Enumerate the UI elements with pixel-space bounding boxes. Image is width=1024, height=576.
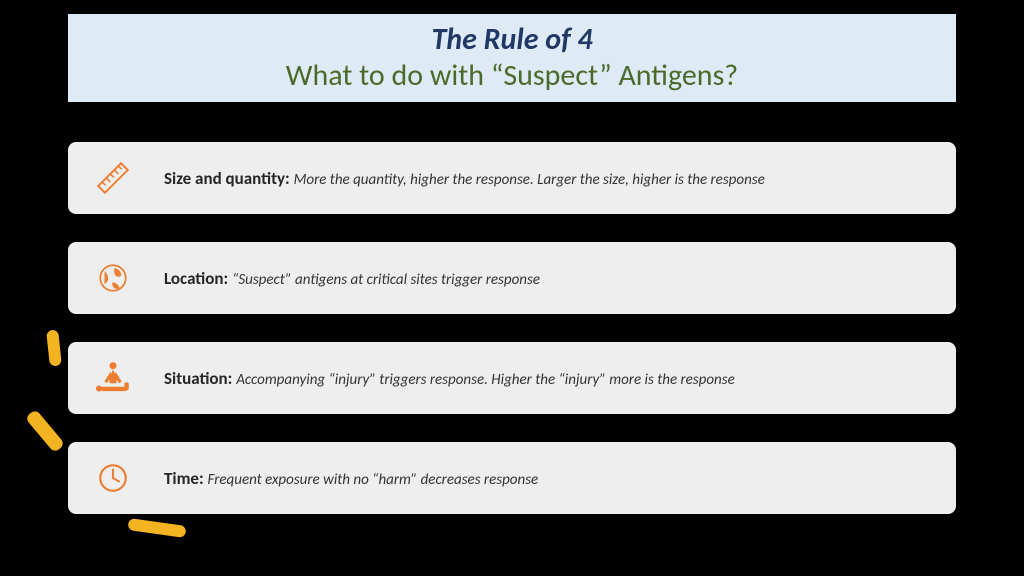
- title-sub: What to do with “Suspect” Antigens?: [286, 58, 738, 94]
- item-desc: “Suspect” antigens at critical sites tri…: [232, 271, 540, 289]
- cpr-icon: [92, 357, 134, 399]
- item-desc: More the quantity, higher the response. …: [294, 171, 765, 189]
- annotation-stroke: [46, 329, 62, 366]
- item-time: Time: Frequent exposure with no “harm” d…: [68, 442, 956, 514]
- header-banner: The Rule of 4 What to do with “Suspect” …: [68, 14, 956, 102]
- ruler-icon: [92, 157, 134, 199]
- item-location: Location: “Suspect” antigens at critical…: [68, 242, 956, 314]
- title-main: The Rule of 4: [431, 22, 592, 58]
- item-text: Situation: Accompanying “injury” trigger…: [164, 368, 735, 389]
- clock-icon: [92, 457, 134, 499]
- annotation-stroke: [127, 518, 186, 538]
- annotation-stroke: [25, 409, 65, 453]
- item-label: Size and quantity:: [164, 168, 294, 189]
- item-label: Time:: [164, 468, 208, 489]
- item-desc: Accompanying “injury” triggers response.…: [236, 371, 735, 389]
- item-text: Time: Frequent exposure with no “harm” d…: [164, 468, 538, 489]
- item-size-quantity: Size and quantity: More the quantity, hi…: [68, 142, 956, 214]
- item-label: Location:: [164, 268, 232, 289]
- item-desc: Frequent exposure with no “harm” decreas…: [208, 471, 539, 489]
- globe-icon: [92, 257, 134, 299]
- item-situation: Situation: Accompanying “injury” trigger…: [68, 342, 956, 414]
- item-text: Location: “Suspect” antigens at critical…: [164, 268, 540, 289]
- item-label: Situation:: [164, 368, 236, 389]
- item-text: Size and quantity: More the quantity, hi…: [164, 168, 765, 189]
